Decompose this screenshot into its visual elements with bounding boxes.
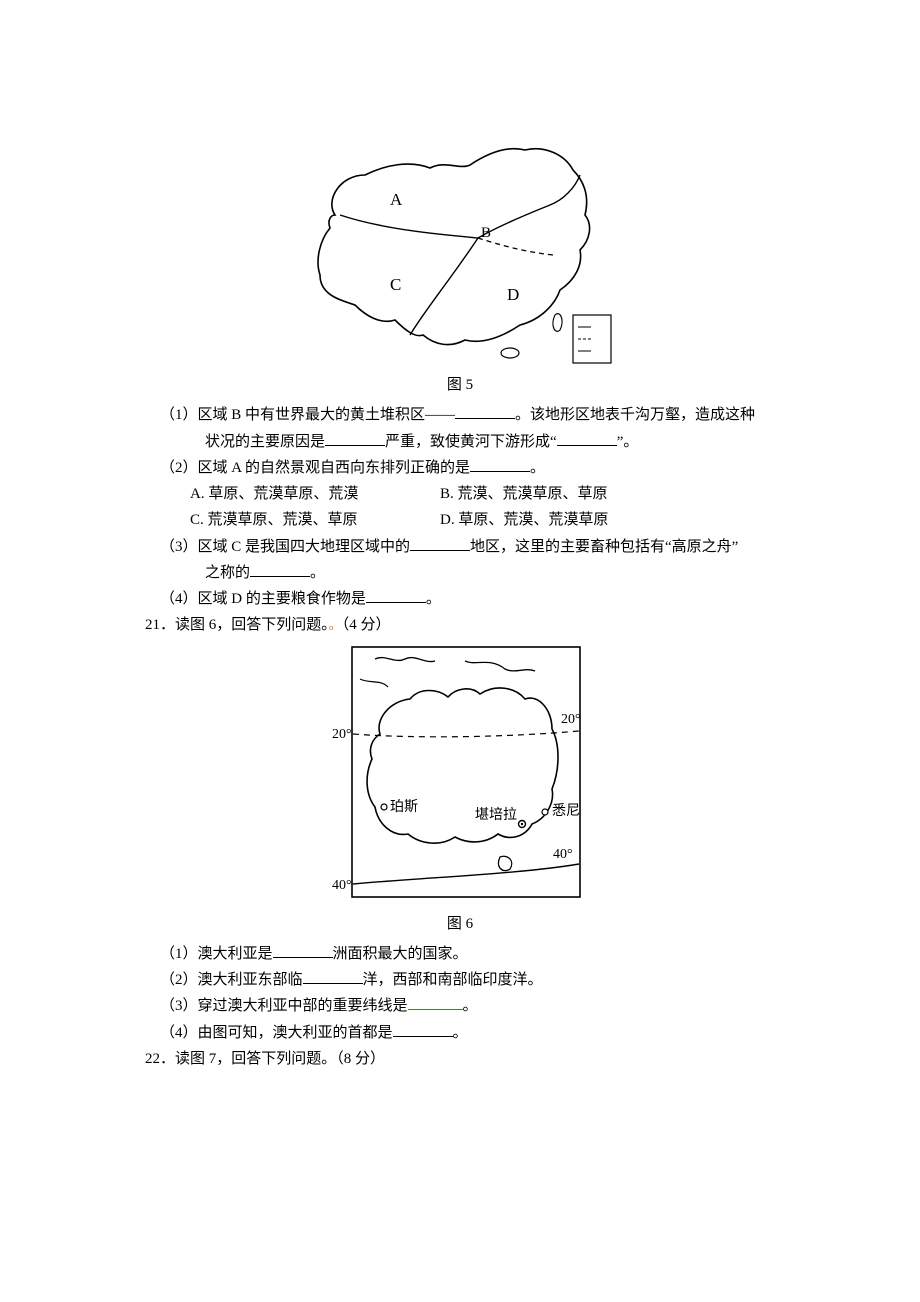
- lat-20-right: 20°: [561, 712, 581, 727]
- blank[interactable]: [366, 587, 426, 604]
- map-label-b: B: [481, 225, 491, 241]
- q21-sub1-prefix: （1）澳大利亚是: [160, 946, 273, 962]
- option-a[interactable]: A. 草原、荒漠草原、荒漠: [190, 481, 440, 507]
- q21-sub3-prefix: （3）穿过澳大利亚中部的重要纬线是: [160, 998, 408, 1014]
- option-b[interactable]: B. 荒漠、荒漠草原、草原: [440, 481, 775, 507]
- q21-sub2: （2）澳大利亚东部临 洋，西部和南部临印度洋。: [145, 967, 775, 993]
- q21-stem: 读图 6，回答下列问题。: [175, 617, 329, 633]
- q21-sub4: （4）由图可知，澳大利亚的首都是 。: [145, 1020, 775, 1046]
- figure-6-caption: 图 6: [145, 911, 775, 937]
- q22-main: 22．读图 7，回答下列问题。（8 分）: [145, 1046, 775, 1072]
- lat-40-right: 40°: [553, 847, 573, 862]
- lat-20-left: 20°: [332, 727, 352, 742]
- q20-sub3-l1suffix: 地区，这里的主要畜种包括有“高原之舟”: [470, 539, 738, 555]
- q20-sub3-line1: （3）区域 C 是我国四大地理区域中的 地区，这里的主要畜种包括有“高原之舟”: [145, 534, 775, 560]
- q20-sub4-suffix: 。: [426, 591, 441, 607]
- q20-sub3-l2suffix: 。: [310, 565, 325, 581]
- q20-sub2-stem-text: （2）区域 A 的自然景观自西向东排列正确的是: [160, 460, 470, 476]
- q21-sub3-suffix: 。: [463, 998, 478, 1014]
- q20-sub1-line1: （1）区域 B 中有世界最大的黄土堆积区—— 。该地形区地表千沟万壑，造成这种: [145, 402, 775, 428]
- q20-sub2-stem-suffix: 。: [530, 460, 545, 476]
- blank[interactable]: [470, 455, 530, 472]
- q20-sub3-line2: 之称的 。: [145, 560, 775, 586]
- blank[interactable]: [557, 429, 617, 446]
- blank[interactable]: [410, 534, 470, 551]
- q20-sub3-l2prefix: 之称的: [205, 565, 250, 581]
- q20-sub1-l2suffix: ”。: [617, 434, 639, 450]
- q21-sub2-suffix: 洋，西部和南部临印度洋。: [363, 972, 543, 988]
- q21-sub1: （1）澳大利亚是 洲面积最大的国家。: [145, 941, 775, 967]
- q20-sub1-l2mid: 严重，致使黄河下游形成“: [385, 434, 557, 450]
- blank[interactable]: [393, 1020, 453, 1037]
- q20-sub1-prefix: （1）区域 B 中有世界最大的黄土堆积区——: [160, 407, 455, 423]
- q22-num: 22．: [145, 1051, 175, 1067]
- q20-sub4: （4）区域 D 的主要粮食作物是 。: [145, 586, 775, 612]
- figure-5: A B C D 图 5: [145, 120, 775, 398]
- map-label-c: C: [390, 275, 401, 294]
- map-label-a: A: [390, 190, 403, 209]
- blank[interactable]: [325, 429, 385, 446]
- q21-sub4-suffix: 。: [453, 1025, 468, 1041]
- map-label-d: D: [507, 285, 519, 304]
- q20-sub2-opts-row2: C. 荒漠草原、荒漠、草原 D. 草原、荒漠、荒漠草原: [145, 507, 775, 533]
- q20-sub2-opts-row1: A. 草原、荒漠草原、荒漠 B. 荒漠、荒漠草原、草原: [145, 481, 775, 507]
- blank[interactable]: [408, 994, 463, 1011]
- blank[interactable]: [455, 403, 515, 420]
- option-c[interactable]: C. 荒漠草原、荒漠、草原: [190, 507, 440, 533]
- q21-sub4-prefix: （4）由图可知，澳大利亚的首都是: [160, 1025, 393, 1041]
- label-sydney: 悉尼: [552, 803, 580, 819]
- q20-sub1-mid1: 。该地形区地表千沟万壑，造成这种: [515, 407, 755, 423]
- q21-sub3: （3）穿过澳大利亚中部的重要纬线是 。: [145, 993, 775, 1019]
- figure-6: 20° 20° 40° 40° 珀斯 堪培拉 悉尼 图 6: [145, 639, 775, 937]
- q22-stem: 读图 7，回答下列问题。（8 分）: [175, 1051, 385, 1067]
- q21-main: 21．读图 6，回答下列问题。。（4 分）: [145, 612, 775, 638]
- q21-sub2-prefix: （2）澳大利亚东部临: [160, 972, 303, 988]
- dot-icon: 。: [329, 617, 342, 632]
- figure-5-caption: 图 5: [145, 372, 775, 398]
- blank[interactable]: [303, 968, 363, 985]
- q20-sub2-stem: （2）区域 A 的自然景观自西向东排列正确的是 。: [145, 455, 775, 481]
- lat-40-left: 40°: [332, 878, 352, 893]
- q20-sub1-l2prefix: 状况的主要原因是: [205, 434, 325, 450]
- q21-num: 21．: [145, 617, 175, 633]
- label-canberra: 堪培拉: [475, 807, 517, 823]
- q20-sub1-line2: 状况的主要原因是 严重，致使黄河下游形成“ ”。: [145, 429, 775, 455]
- blank[interactable]: [273, 941, 333, 958]
- china-map-svg: A B C D: [295, 120, 625, 370]
- label-perth: 珀斯: [390, 799, 418, 815]
- q21-points: （4 分）: [342, 617, 391, 633]
- q20-sub4-prefix: （4）区域 D 的主要粮食作物是: [160, 591, 366, 607]
- option-d[interactable]: D. 草原、荒漠、荒漠草原: [440, 507, 775, 533]
- blank[interactable]: [250, 560, 310, 577]
- q20-sub3-l1prefix: （3）区域 C 是我国四大地理区域中的: [160, 539, 410, 555]
- australia-map-svg: 20° 20° 40° 40° 珀斯 堪培拉 悉尼: [320, 639, 600, 909]
- q21-sub1-suffix: 洲面积最大的国家。: [333, 946, 468, 962]
